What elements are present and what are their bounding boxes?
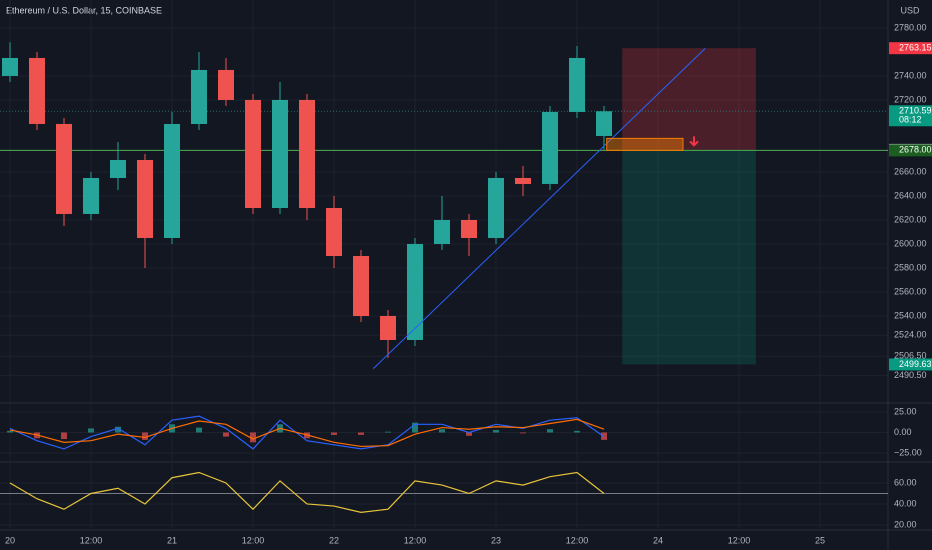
macd-histogram-bar (547, 429, 554, 433)
y-tick-label: 2490.50 (894, 370, 927, 380)
macd-histogram-bar (250, 432, 257, 443)
x-tick-label: 20 (5, 535, 15, 545)
x-tick-label: 23 (491, 535, 501, 545)
y-tick-label: 0.00 (894, 427, 912, 437)
y-tick-label: −25.00 (894, 447, 922, 457)
countdown: 08:12 (899, 115, 922, 125)
macd-line (9, 415, 605, 450)
macd-histogram-bar (60, 432, 67, 440)
candle-body (109, 159, 126, 178)
candle-body (488, 177, 505, 238)
candle-body (272, 99, 289, 208)
y-tick-label: 2780.00 (894, 22, 927, 32)
candle-body (461, 219, 478, 238)
price-label: 2678.00 (899, 145, 932, 155)
x-tick-label: 22 (329, 535, 339, 545)
candle-body (569, 57, 586, 112)
price-label: 2763.15 (899, 43, 932, 53)
price-label-box (889, 144, 932, 157)
price-label: 2499.63 (899, 359, 932, 369)
candle-body (434, 219, 451, 244)
y-tick-label: 2660.00 (894, 166, 927, 176)
candle-body (217, 69, 234, 100)
trendline (372, 48, 706, 370)
y-tick-label: 2600.00 (894, 238, 927, 248)
candle-body (163, 123, 180, 238)
candle-body (380, 315, 397, 340)
y-tick-label: 2524.00 (894, 330, 927, 340)
x-tick-label: 12:00 (80, 535, 103, 545)
candle-body (353, 255, 370, 316)
sell-arrow (689, 136, 699, 147)
currency: USD (900, 5, 920, 15)
macd-histogram-bar (87, 428, 94, 433)
order-box (606, 137, 684, 151)
y-tick-label: 2506.50 (894, 351, 927, 361)
x-tick-label: 24 (653, 535, 663, 545)
price-label-box (889, 105, 932, 127)
macd-histogram-bar (331, 432, 338, 435)
price-label-box (889, 42, 932, 55)
x-tick-label: 12:00 (566, 535, 589, 545)
macd-histogram-bar (466, 432, 473, 436)
price-label: 2710.59 (899, 106, 932, 116)
candle-body (1, 57, 18, 76)
candle-body (136, 159, 153, 238)
y-tick-label: 40.00 (894, 498, 917, 508)
macd-histogram-bar (439, 429, 446, 433)
candle-body (542, 111, 559, 184)
candle-body (55, 123, 72, 214)
price-label-box (889, 358, 932, 371)
candle-body (596, 111, 613, 136)
macd-histogram-bar (195, 427, 202, 433)
y-tick-label: 2640.00 (894, 190, 927, 200)
candle-body (515, 177, 532, 184)
stop-zone (622, 48, 756, 150)
candle-body (326, 207, 343, 256)
candle-body (82, 177, 99, 214)
y-tick-label: 2580.00 (894, 262, 927, 272)
macd-histogram-bar (141, 432, 148, 440)
y-tick-label: 2540.00 (894, 310, 927, 320)
y-tick-label: 2740.00 (894, 70, 927, 80)
y-tick-label: 2620.00 (894, 214, 927, 224)
x-tick-label: 12:00 (404, 535, 427, 545)
x-tick-label: 25 (815, 535, 825, 545)
y-tick-label: 2720.00 (894, 94, 927, 104)
macd-histogram-bar (385, 431, 392, 433)
candle-body (190, 69, 207, 124)
candle-body (299, 99, 316, 208)
macd-histogram-bar (358, 432, 365, 435)
macd-histogram-bar (412, 422, 419, 433)
macd-histogram-bar (114, 426, 121, 433)
x-tick-label: 12:00 (728, 535, 751, 545)
y-tick-label: 2560.00 (894, 286, 927, 296)
candle-body (245, 99, 262, 208)
chart-title: Ethereum / U.S. Dollar, 15, COINBASE (6, 5, 162, 15)
macd-histogram-bar (520, 432, 527, 434)
candle-body (28, 57, 45, 124)
macd-histogram-bar (6, 430, 13, 433)
candle-body (407, 243, 424, 340)
macd-histogram-bar (574, 430, 581, 433)
x-tick-label: 12:00 (242, 535, 265, 545)
macd-histogram-bar (222, 432, 229, 437)
rsi-line (9, 471, 605, 513)
y-tick-label: 25.00 (894, 406, 917, 416)
macd-histogram-bar (493, 430, 500, 433)
signal-line (9, 418, 605, 448)
y-tick-label: 20.00 (894, 519, 917, 529)
y-tick-label: 60.00 (894, 477, 917, 487)
target-zone (622, 149, 756, 365)
x-tick-label: 21 (167, 535, 177, 545)
